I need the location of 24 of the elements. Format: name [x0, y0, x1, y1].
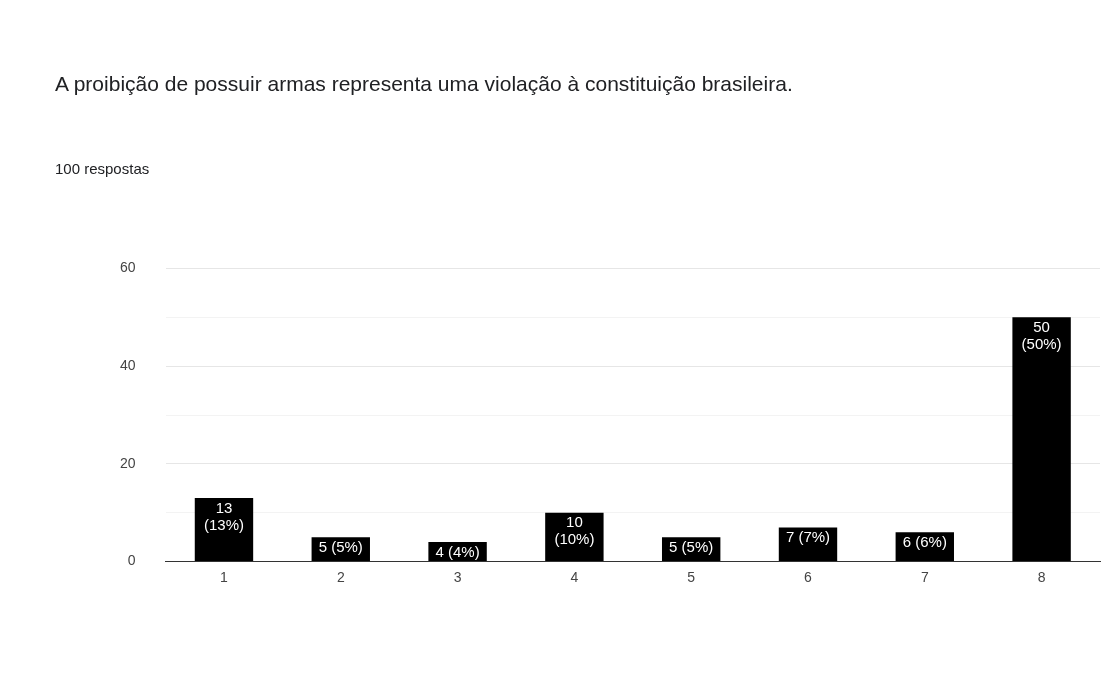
x-tick-label: 1	[220, 568, 229, 585]
data-label: 50 (50%)	[1021, 317, 1062, 352]
chart-subtitle: 100 respostas	[55, 160, 150, 177]
data-label: 7 (7%)	[785, 528, 831, 546]
x-tick-label: 2	[336, 568, 345, 585]
y-tick-label: 0	[127, 552, 136, 569]
x-tick-label: 3	[453, 568, 462, 585]
y-tick-label: 20	[119, 454, 136, 471]
bar	[194, 498, 254, 562]
bar	[1012, 317, 1071, 562]
x-tick-label: 5	[687, 568, 696, 585]
data-label: 13 (13%)	[203, 498, 244, 533]
data-label: 5 (5%)	[318, 537, 363, 555]
data-label: 10 (10%)	[554, 513, 595, 548]
y-tick-label: 40	[119, 356, 136, 373]
data-label: 4 (4%)	[435, 542, 480, 560]
data-label: 5 (5%)	[669, 537, 714, 555]
data-label: 6 (6%)	[902, 532, 947, 550]
x-tick-label: 6	[804, 568, 813, 585]
x-tick-label: 4	[570, 568, 579, 585]
y-tick-label: 60	[119, 259, 136, 276]
chart-title: A proibição de possuir armas representa uma violação à constituição brasileira.	[55, 71, 794, 97]
x-tick-label: 8	[1037, 568, 1046, 585]
x-tick-label: 7	[920, 568, 929, 585]
